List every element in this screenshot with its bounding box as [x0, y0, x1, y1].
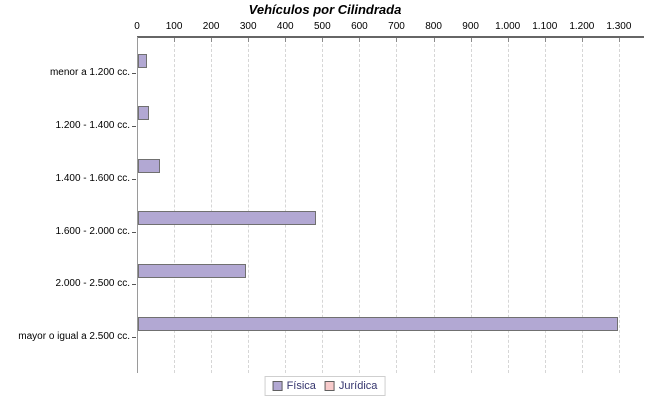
x-axis-tick-label: 0: [134, 21, 140, 32]
x-axis-tick: [470, 38, 472, 42]
x-axis-tick-label: 600: [351, 21, 368, 32]
x-axis-tick: [174, 38, 176, 42]
x-axis-tick: [507, 38, 509, 42]
gridline: [396, 39, 398, 373]
legend: Física Jurídica: [264, 376, 386, 396]
legend-swatch-icon: [272, 381, 283, 391]
gridline: [174, 39, 176, 373]
x-axis-tick-label: 1.300: [606, 21, 632, 32]
gridline: [470, 39, 472, 373]
x-axis-tick: [544, 38, 546, 42]
gridline: [581, 39, 583, 373]
category-label: 2.000 - 2.500 cc.: [55, 278, 131, 290]
category-label: 1.200 - 1.400 cc.: [55, 119, 131, 131]
legend-label: Física: [286, 380, 316, 392]
x-axis-tick-label: 400: [276, 21, 294, 32]
gridline: [618, 39, 620, 373]
gridline: [322, 39, 324, 373]
legend-item-1: Física: [272, 380, 316, 392]
x-axis-tick-label: 1.000: [495, 21, 521, 32]
gridline: [211, 39, 213, 373]
x-axis-tick: [396, 38, 398, 42]
bar-5: [138, 263, 246, 278]
legend-item-2: Jurídica: [324, 380, 378, 392]
x-axis-tick-label: 200: [202, 21, 220, 32]
x-axis-tick-label: 700: [388, 21, 405, 32]
chart-title: Vehículos por Cilindrada: [248, 2, 402, 17]
x-axis-tick: [285, 38, 287, 42]
x-axis-tick-label: 500: [314, 21, 331, 32]
bar-4: [138, 211, 316, 226]
y-axis-tick: [132, 126, 136, 127]
x-axis-tick-label: 800: [425, 21, 442, 32]
x-axis-tick-label: 100: [165, 21, 183, 32]
x-axis-tick: [248, 38, 250, 42]
gridline: [285, 39, 287, 373]
category-label: mayor o igual a 2.500 cc.: [18, 331, 130, 343]
category-label: 1.400 - 1.600 cc.: [55, 172, 131, 184]
x-axis-tick: [618, 38, 620, 42]
x-axis-tick: [433, 38, 435, 42]
x-axis-tick-label: 1.100: [532, 21, 558, 32]
bar-6: [138, 316, 618, 331]
gridline: [507, 39, 509, 373]
gridline: [359, 39, 361, 373]
x-axis-line: [137, 36, 644, 38]
legend-label: Jurídica: [338, 380, 378, 392]
x-axis-tick-label: 900: [462, 21, 479, 32]
y-axis-line: [137, 37, 138, 373]
x-axis-tick: [322, 38, 324, 42]
category-label: 1.600 - 2.000 cc.: [55, 225, 131, 237]
category-label: menor a 1.200 cc.: [49, 67, 130, 78]
x-axis-tick: [359, 38, 361, 42]
x-axis-tick-label: 1.200: [569, 21, 595, 32]
y-axis-tick: [132, 73, 136, 74]
gridline: [544, 39, 546, 373]
gridline: [248, 39, 250, 373]
y-axis-tick: [132, 179, 136, 180]
x-axis-tick: [211, 38, 213, 42]
bar-1: [138, 53, 147, 68]
y-axis-tick: [132, 232, 136, 233]
x-axis-tick-label: 300: [239, 21, 257, 32]
legend-swatch-icon: [324, 381, 335, 391]
bar-3: [138, 158, 160, 173]
gridline: [433, 39, 435, 373]
x-axis-tick: [581, 38, 583, 42]
y-axis-tick: [132, 337, 136, 338]
y-axis-tick: [132, 284, 136, 285]
bar-2: [138, 106, 149, 121]
